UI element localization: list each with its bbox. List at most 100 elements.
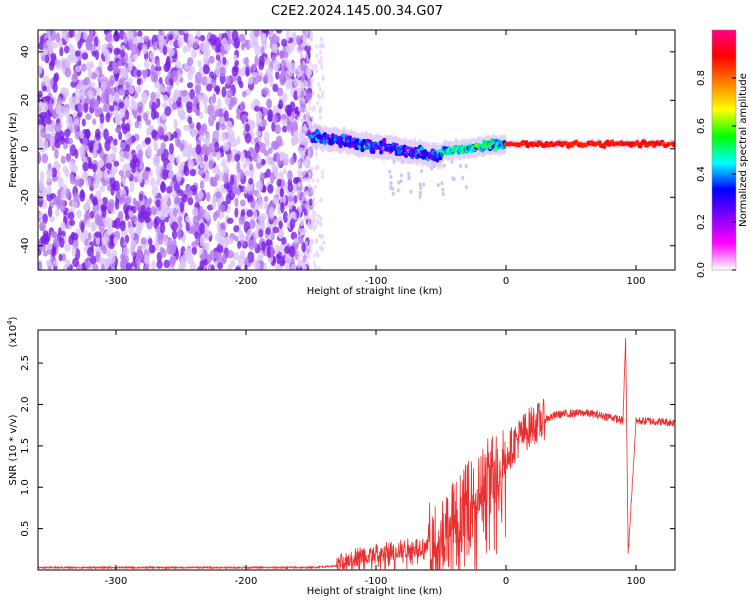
spectrogram-cell xyxy=(275,71,280,80)
spectrogram-cell xyxy=(306,41,310,47)
spectrogram-cell xyxy=(164,106,172,117)
colorbar-segment xyxy=(712,222,736,225)
spectrogram-cell xyxy=(125,262,132,270)
spectrogram-cell xyxy=(233,224,240,233)
spectrogram-cell xyxy=(293,77,300,88)
spectrogram-cell xyxy=(278,229,284,239)
spectrogram-cell xyxy=(338,143,343,149)
spectrogram-cell xyxy=(67,43,75,54)
spectrogram-cell xyxy=(55,208,60,217)
spectrogram-cell xyxy=(169,243,177,255)
spectrogram-cell xyxy=(148,238,153,246)
spectrogram-cell xyxy=(163,62,170,73)
spectrogram-cell xyxy=(249,218,256,230)
spectrogram-cell xyxy=(236,161,241,173)
spectrogram-cell xyxy=(59,201,66,213)
spectrogram-cell xyxy=(177,215,183,223)
spectrogram-cell xyxy=(249,239,254,251)
spectrogram-cell xyxy=(85,113,92,121)
spectrogram-cell xyxy=(47,40,54,48)
spectrogram-cell xyxy=(308,106,312,112)
spectrogram-cell xyxy=(168,142,174,155)
spectrogram-cell xyxy=(299,63,306,71)
spectrogram-cell xyxy=(199,222,206,235)
colorbar-tick-label: 0.6 xyxy=(696,118,707,134)
spectrogram-cell xyxy=(183,30,191,34)
x-tick-label: -100 xyxy=(365,576,388,587)
spectrogram-cell xyxy=(436,183,440,188)
spectrogram-cell xyxy=(273,59,280,71)
spectrogram-cell xyxy=(305,190,309,196)
spectrogram-cell xyxy=(51,247,57,257)
spectrogram-cell xyxy=(161,153,166,162)
spectrogram-frame xyxy=(37,29,676,271)
spectrogram-cell xyxy=(459,163,463,168)
spectrogram-cell xyxy=(199,259,205,270)
colorbar-segment xyxy=(712,230,736,233)
spectrogram-cell xyxy=(44,95,51,102)
spectrogram-cell xyxy=(115,48,122,55)
spectrogram-cell xyxy=(440,181,444,186)
spectrogram-cell xyxy=(45,168,53,177)
spectrogram-cell xyxy=(162,45,168,56)
spectrogram-cell xyxy=(204,146,211,156)
spectrogram-cell xyxy=(46,243,53,250)
colorbar-segment xyxy=(712,36,736,39)
spectrogram-cell xyxy=(53,74,58,85)
spectrogram-cell xyxy=(287,195,294,202)
colorbar-segment xyxy=(712,46,736,49)
colorbar-segment xyxy=(712,194,736,197)
spectrogram-cell xyxy=(283,155,289,166)
spectrogram-cell xyxy=(281,38,288,47)
spectrogram-cell xyxy=(290,263,297,270)
spectrogram-cell xyxy=(422,182,426,187)
spectrogram-cell xyxy=(148,244,156,254)
spectrogram-cell xyxy=(137,149,144,158)
spectrogram-cell xyxy=(151,185,159,197)
spectrogram-cell xyxy=(190,49,197,59)
spectrogram-cell xyxy=(176,171,183,183)
spectrogram-cell xyxy=(399,179,403,184)
spectrogram-cell xyxy=(225,120,233,132)
spectrogram-cell xyxy=(306,209,310,215)
y-axis-label: Frequency (Hz) xyxy=(8,112,19,188)
spectrogram-cell xyxy=(260,46,265,56)
x-tick-label: 0 xyxy=(503,576,509,587)
spectrogram-cell xyxy=(92,118,97,125)
spectrogram-cell xyxy=(42,75,50,85)
colorbar-segment xyxy=(712,240,736,243)
spectrogram-cell xyxy=(64,128,71,138)
spectrogram-cell xyxy=(450,159,454,164)
spectrogram-cell xyxy=(242,65,247,77)
spectrogram-cell xyxy=(191,246,197,255)
spectrogram-cell xyxy=(392,159,396,164)
spectrogram-cell xyxy=(151,101,157,113)
spectrogram-cell xyxy=(99,113,105,124)
spectrogram-cell xyxy=(74,33,81,42)
spectrogram-cell xyxy=(105,112,111,123)
spectrogram-cell xyxy=(320,36,324,42)
spectrogram-cell xyxy=(95,251,101,258)
spectrogram-cell xyxy=(173,118,178,130)
spectrogram-cell xyxy=(109,168,116,178)
colorbar-segment xyxy=(712,250,736,253)
spectrogram-cell xyxy=(287,170,293,181)
spectrogram-cell xyxy=(227,129,235,139)
colorbar-segment xyxy=(712,132,736,135)
spectrogram-cell xyxy=(259,213,267,222)
spectrogram-cell xyxy=(313,264,317,270)
spectrogram-cell xyxy=(179,110,186,121)
spectrogram-cell xyxy=(296,193,300,199)
spectrogram-cell xyxy=(191,206,199,217)
spectrogram-cell xyxy=(54,195,62,206)
colorbar-segment xyxy=(712,180,736,183)
spectrogram-cell xyxy=(119,220,126,232)
spectrogram-cell xyxy=(247,251,255,264)
x-axis-label: Height of straight line (km) xyxy=(307,286,443,297)
spectrogram-cell xyxy=(319,216,323,222)
spectrogram-cell xyxy=(143,112,149,122)
spectrogram-cell xyxy=(118,87,125,96)
spectrogram-cell xyxy=(52,109,57,119)
spectrogram-cell xyxy=(321,169,325,175)
colorbar-segment xyxy=(712,156,736,159)
